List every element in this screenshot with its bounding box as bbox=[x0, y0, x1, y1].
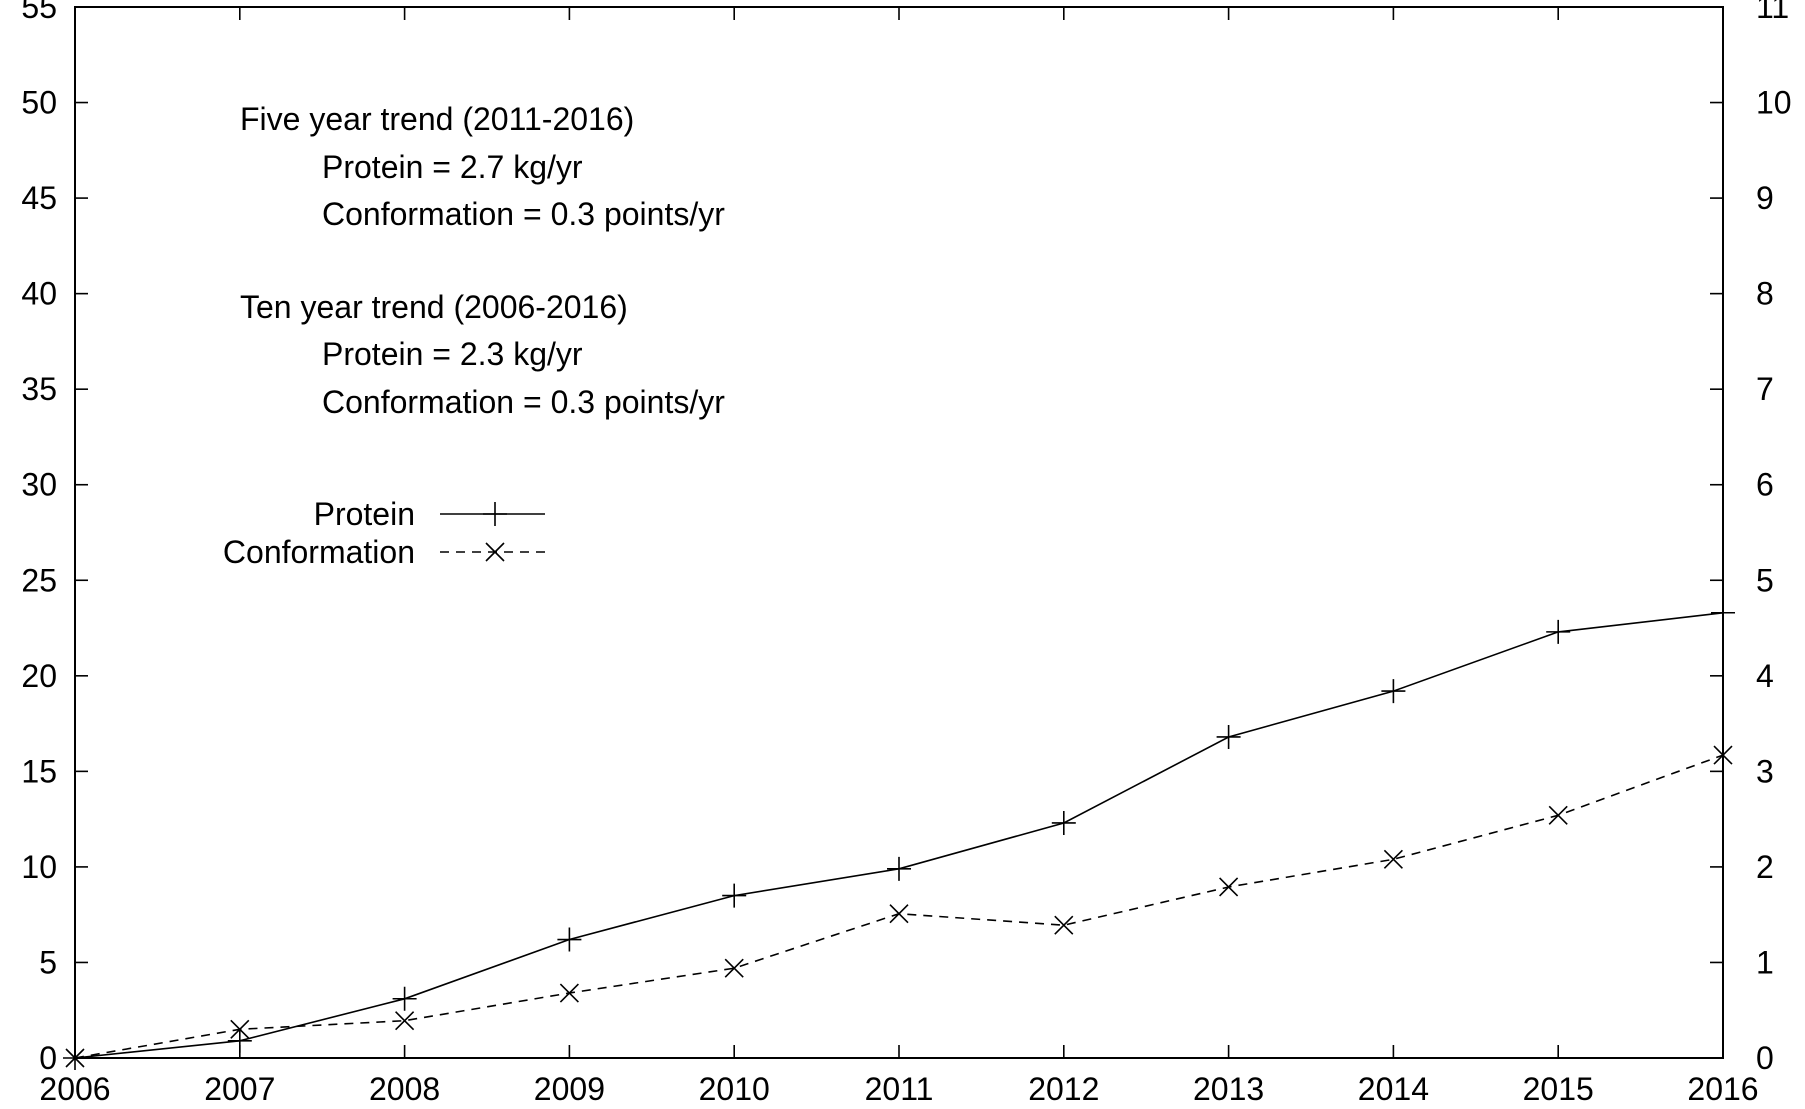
axis-ticks bbox=[74, 6, 1724, 1059]
ten-year-protein-trend: Protein = 2.3 kg/yr bbox=[322, 336, 583, 372]
x-axis-tick-label: 2015 bbox=[1523, 1071, 1594, 1107]
data-point-protein bbox=[557, 927, 582, 952]
left-axis-tick-label: 10 bbox=[21, 849, 57, 885]
x-axis-tick-label: 2016 bbox=[1687, 1071, 1758, 1107]
legend: Protein Conformation bbox=[223, 496, 545, 570]
data-point-protein bbox=[1216, 724, 1241, 749]
x-axis-tick-label: 2007 bbox=[204, 1071, 275, 1107]
right-axis-tick-label: 6 bbox=[1756, 467, 1774, 503]
data-point-protein bbox=[1546, 619, 1571, 644]
left-axis-tick-label: 0 bbox=[39, 1040, 57, 1076]
legend-marker-conformation bbox=[485, 542, 505, 562]
data-point-protein bbox=[392, 986, 417, 1011]
x-axis-tick-label: 2008 bbox=[369, 1071, 440, 1107]
left-axis-tick-label: 35 bbox=[21, 371, 57, 407]
right-axis-tick-label: 7 bbox=[1756, 371, 1774, 407]
left-axis-tick-label: 50 bbox=[21, 85, 57, 121]
data-point-conformation bbox=[230, 1019, 250, 1039]
data-point-conformation bbox=[559, 983, 579, 1003]
data-point-protein bbox=[227, 1028, 252, 1053]
data-point-conformation bbox=[1219, 877, 1239, 897]
legend-marker-protein bbox=[483, 502, 507, 526]
x-axis-tick-label: 2009 bbox=[534, 1071, 605, 1107]
data-point-conformation bbox=[1548, 805, 1568, 825]
data-point-protein bbox=[722, 883, 747, 908]
left-axis-tick-label: 45 bbox=[21, 180, 57, 216]
right-axis-tick-labels: 0 1 2 3 4 5 6 7 8 9 10 11 bbox=[1756, 0, 1792, 1076]
data-point-conformation bbox=[395, 1011, 415, 1031]
left-axis-tick-label: 5 bbox=[39, 944, 57, 980]
x-axis-tick-label: 2014 bbox=[1358, 1071, 1429, 1107]
left-axis-tick-label: 30 bbox=[21, 467, 57, 503]
right-axis-tick-label: 9 bbox=[1756, 180, 1774, 216]
data-point-protein bbox=[1051, 810, 1076, 835]
right-axis-tick-label: 10 bbox=[1756, 85, 1792, 121]
x-axis-tick-label: 2010 bbox=[699, 1071, 770, 1107]
left-axis-tick-label: 40 bbox=[21, 276, 57, 312]
left-axis-tick-label: 15 bbox=[21, 753, 57, 789]
legend-label-conformation: Conformation bbox=[223, 534, 415, 570]
x-axis-tick-label: 2011 bbox=[865, 1071, 934, 1107]
data-point-conformation bbox=[65, 1048, 85, 1068]
x-axis-tick-labels: 2006 2007 2008 2009 2010 2011 2012 2013 2014 2015… bbox=[39, 1071, 1758, 1107]
series-line-conformation bbox=[74, 754, 1724, 1059]
x-axis-tick-label: 2013 bbox=[1193, 1071, 1264, 1107]
data-point-conformation bbox=[1383, 849, 1403, 869]
five-year-trend-heading: Five year trend (2011-2016) bbox=[240, 101, 634, 137]
right-axis-tick-label: 1 bbox=[1756, 944, 1774, 980]
right-axis-tick-label: 0 bbox=[1756, 1040, 1774, 1076]
right-axis-tick-label: 8 bbox=[1756, 276, 1774, 312]
series-layer bbox=[63, 600, 1735, 1070]
x-axis-tick-label: 2012 bbox=[1028, 1071, 1099, 1107]
ten-year-trend-heading: Ten year trend (2006-2016) bbox=[240, 289, 628, 325]
right-axis-tick-label: 11 bbox=[1756, 0, 1789, 25]
left-axis-tick-label: 25 bbox=[21, 562, 57, 598]
trend-annotations: Five year trend (2011-2016) Protein = 2.… bbox=[240, 101, 725, 420]
five-year-protein-trend: Protein = 2.7 kg/yr bbox=[322, 149, 583, 185]
data-point-conformation bbox=[724, 958, 744, 978]
data-point-conformation bbox=[889, 904, 909, 924]
legend-label-protein: Protein bbox=[314, 496, 415, 532]
data-point-conformation bbox=[1054, 915, 1074, 935]
left-axis-tick-label: 20 bbox=[21, 658, 57, 694]
x-axis-tick-label: 2006 bbox=[39, 1071, 110, 1107]
right-axis-tick-label: 4 bbox=[1756, 658, 1774, 694]
data-point-conformation bbox=[1713, 745, 1733, 765]
right-axis-tick-label: 5 bbox=[1756, 562, 1774, 598]
five-year-conformation-trend: Conformation = 0.3 points/yr bbox=[322, 196, 725, 232]
left-axis-tick-labels: 0 5 10 15 20 25 30 35 40 45 50 55 bbox=[21, 0, 57, 1076]
data-point-protein bbox=[1381, 679, 1406, 704]
right-axis-tick-label: 3 bbox=[1756, 753, 1774, 789]
right-axis-tick-label: 2 bbox=[1756, 849, 1774, 885]
left-axis-tick-label: 55 bbox=[21, 0, 57, 25]
data-point-protein bbox=[1711, 600, 1735, 625]
ten-year-conformation-trend: Conformation = 0.3 points/yr bbox=[322, 384, 725, 420]
data-point-protein bbox=[887, 856, 911, 881]
series-line-protein bbox=[74, 612, 1724, 1059]
